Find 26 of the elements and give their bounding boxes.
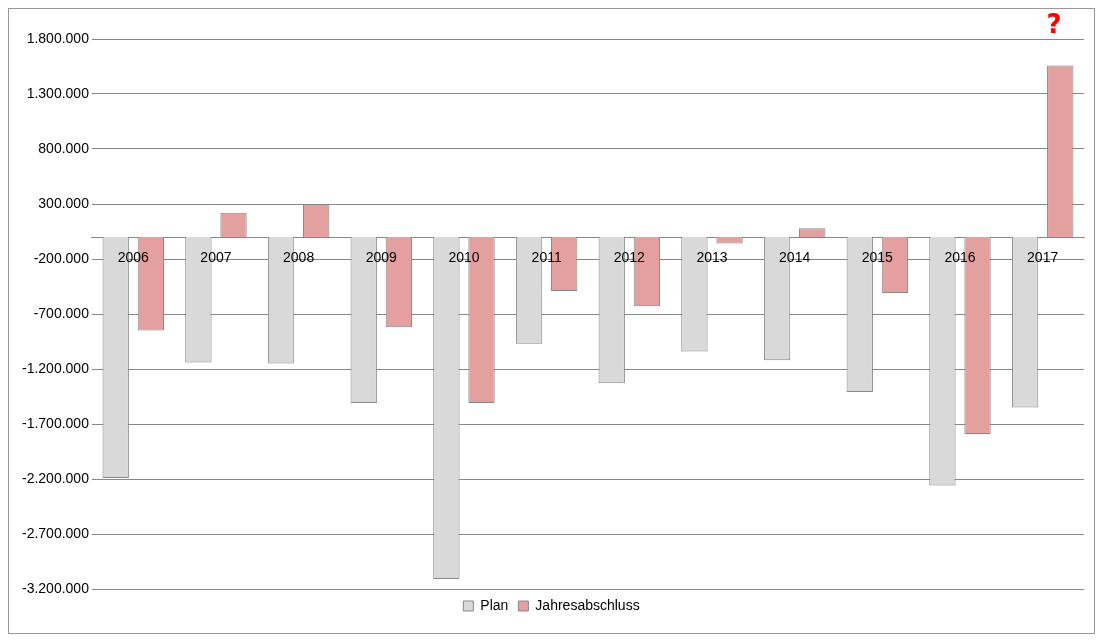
y-tick-label: -3.200.000 (21, 579, 90, 596)
legend-label: Plan (480, 596, 509, 613)
y-tick-label: -1.700.000 (21, 414, 90, 431)
y-tick-label: -700.000 (33, 304, 90, 321)
y-tick-label: 1.800.000 (26, 29, 90, 46)
text: ? (1046, 8, 1062, 39)
y-tick-label: -2.200.000 (21, 469, 90, 486)
x-tick-label: 2015 (861, 248, 894, 265)
x-tick-label: 2013 (696, 248, 728, 265)
x-tick-label: 2016 (944, 248, 976, 265)
x-tick-label: 2011 (531, 248, 562, 265)
y-tick-label: -200.000 (33, 249, 90, 266)
x-tick-label: 2017 (1027, 248, 1059, 265)
y-tick-label: -2.700.000 (21, 524, 90, 541)
y-tick-label: 800.000 (38, 139, 90, 156)
x-tick-label: 2010 (448, 248, 480, 265)
legend-label: Jahresabschluss (535, 596, 640, 613)
y-tick-label: -1.200.000 (21, 359, 90, 376)
x-tick-label: 2009 (365, 248, 398, 265)
y-tick-label: 300.000 (38, 194, 90, 211)
x-tick-label: 2012 (613, 248, 646, 265)
x-tick-label: 2014 (779, 248, 811, 265)
x-tick-label: 2006 (117, 248, 150, 265)
y-tick-label: 1.300.000 (26, 84, 90, 101)
x-tick-label: 2007 (200, 248, 232, 265)
x-tick-label: 2008 (283, 248, 315, 265)
